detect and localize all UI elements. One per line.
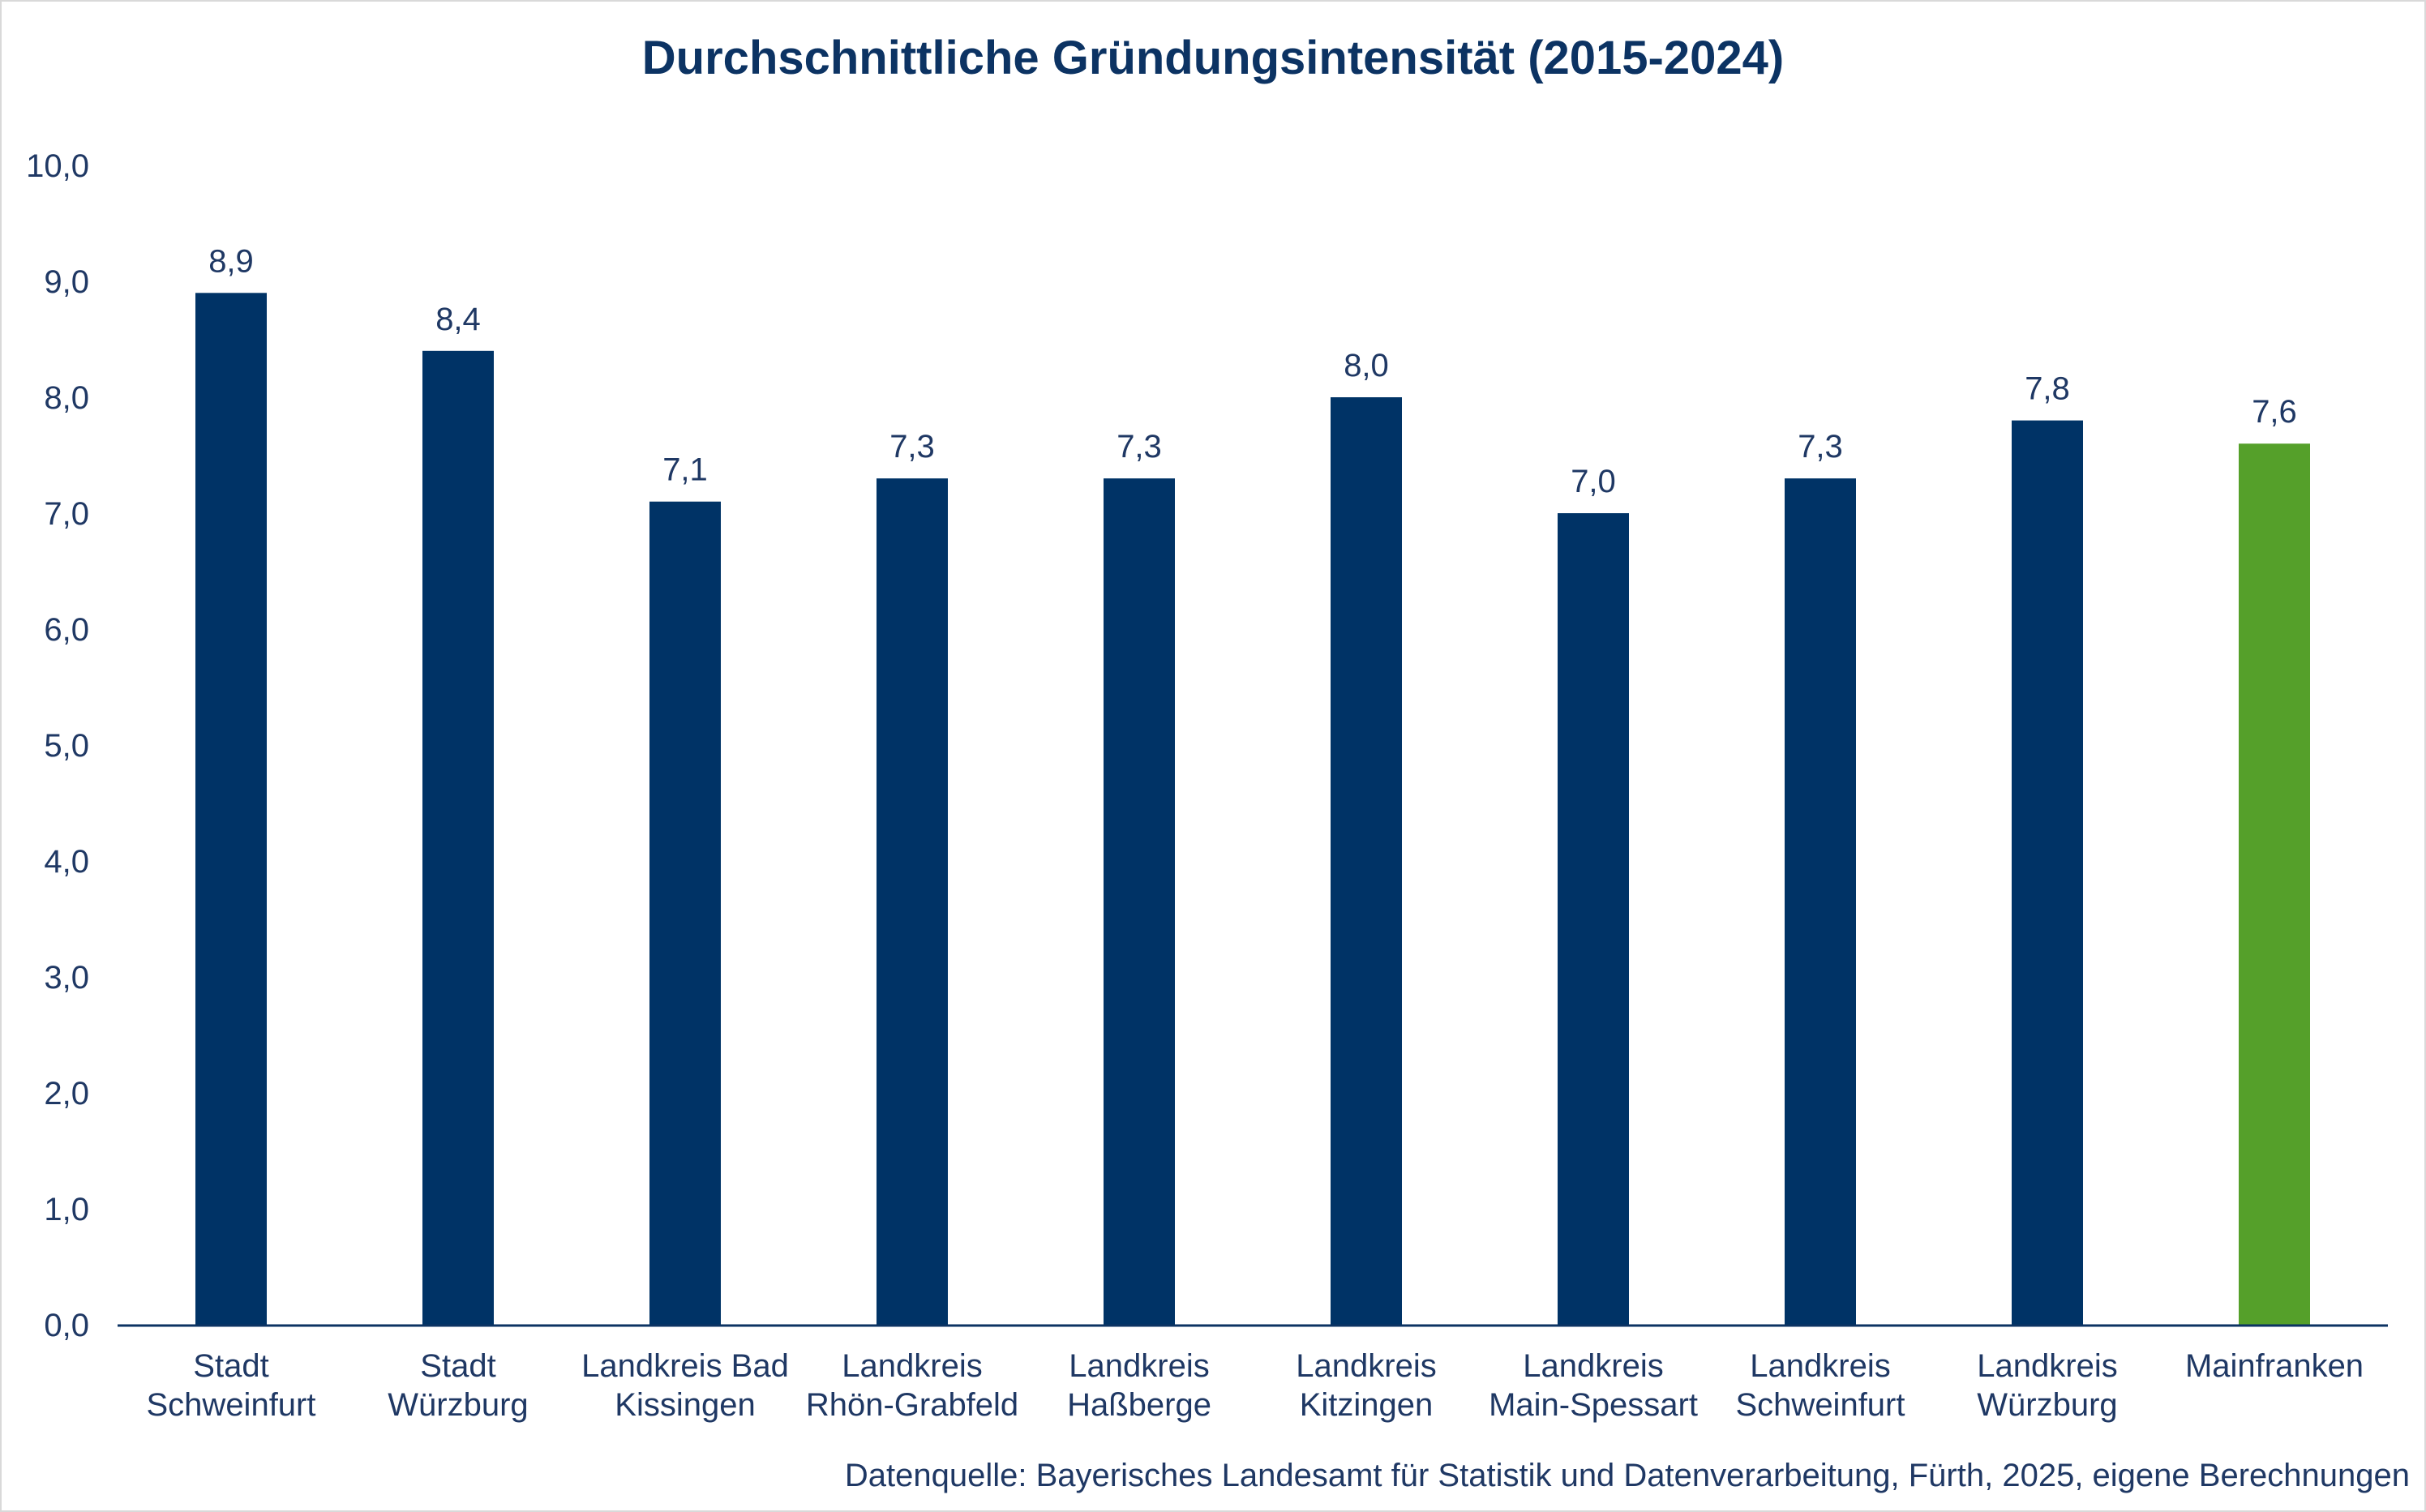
x-tick-label-line: Würzburg	[388, 1387, 528, 1423]
x-tick-label: Landkreis Main-Spessart	[1489, 1348, 1698, 1423]
data-label: 7,3	[1117, 429, 1162, 465]
y-tick-label: 1,0	[44, 1192, 89, 1227]
bar	[877, 478, 948, 1325]
x-tick-label-line: Landkreis	[1296, 1348, 1436, 1384]
y-tick-label: 2,0	[44, 1076, 89, 1112]
bar	[649, 501, 721, 1325]
x-tick-label-line: Würzburg	[1977, 1387, 2117, 1423]
bar	[2012, 420, 2083, 1325]
bar	[422, 350, 494, 1325]
x-tick-label-line: Kissingen	[615, 1387, 755, 1423]
y-tick-label: 0,0	[44, 1308, 89, 1343]
x-tick-label-line: Schweinfurt	[147, 1387, 316, 1423]
data-label: 8,9	[208, 243, 254, 279]
data-label: 7,3	[889, 429, 935, 465]
bar	[195, 293, 267, 1325]
y-tick-label: 4,0	[44, 844, 89, 880]
y-tick-label: 5,0	[44, 728, 89, 764]
chart-title: Durchschnittliche Gründungsintensität (2…	[641, 32, 1785, 84]
bar	[2239, 443, 2310, 1326]
x-tick-label: Landkreis Haßberge	[1067, 1348, 1211, 1423]
x-tick-label: Stadt Würzburg	[388, 1348, 528, 1423]
x-tick-label-line: Landkreis	[1069, 1348, 1209, 1384]
data-label: 8,4	[435, 302, 481, 337]
x-tick-label-line: Stadt	[420, 1348, 495, 1384]
data-label: 7,6	[2252, 394, 2297, 430]
bar	[1331, 397, 1402, 1325]
y-tick-label: 3,0	[44, 960, 89, 996]
y-tick-label: 8,0	[44, 380, 89, 416]
data-label: 7,0	[1571, 464, 1616, 499]
x-tick-label-line: Landkreis	[1977, 1348, 2117, 1384]
x-tick-label-line: Mainfranken	[2185, 1348, 2364, 1384]
bar	[1104, 478, 1175, 1325]
bar	[1785, 478, 1856, 1325]
source-note: Datenquelle: Bayerisches Landesamt für S…	[844, 1458, 2410, 1493]
x-tick-label: Landkreis Rhön-Grabfeld	[806, 1348, 1018, 1423]
x-tick-label-line: Haßberge	[1067, 1387, 1211, 1423]
y-tick-label: 6,0	[44, 612, 89, 648]
x-tick-label: Stadt Schweinfurt	[147, 1348, 316, 1423]
y-tick-label: 7,0	[44, 496, 89, 532]
x-tick-label-line: Landkreis	[1523, 1348, 1663, 1384]
y-tick-label: 10,0	[26, 148, 89, 184]
data-label: 7,3	[1798, 429, 1843, 465]
x-tick-label: Landkreis Schweinfurt	[1736, 1348, 1905, 1423]
x-tick-label-line: Kitzingen	[1300, 1387, 1434, 1423]
bar	[1558, 513, 1629, 1325]
x-tick-label-line: Schweinfurt	[1736, 1387, 1905, 1423]
x-tick-label-line: Landkreis	[1750, 1348, 1890, 1384]
x-tick-label-line: Stadt	[193, 1348, 268, 1384]
x-tick-label-line: Main-Spessart	[1489, 1387, 1698, 1423]
y-tick-label: 9,0	[44, 264, 89, 300]
x-tick-label-line: Rhön-Grabfeld	[806, 1387, 1018, 1423]
x-tick-label: Landkreis Bad Kissingen	[581, 1348, 789, 1423]
x-tick-label-line: Landkreis Bad	[581, 1348, 789, 1384]
x-tick-label: Mainfranken	[2185, 1348, 2364, 1384]
data-label: 7,1	[662, 452, 708, 488]
data-label: 7,8	[2025, 371, 2070, 407]
x-tick-label: Landkreis Kitzingen	[1296, 1348, 1436, 1423]
x-tick-label-line: Landkreis	[842, 1348, 982, 1384]
x-tick-label: Landkreis Würzburg	[1977, 1348, 2117, 1423]
data-label: 8,0	[1344, 348, 1389, 383]
